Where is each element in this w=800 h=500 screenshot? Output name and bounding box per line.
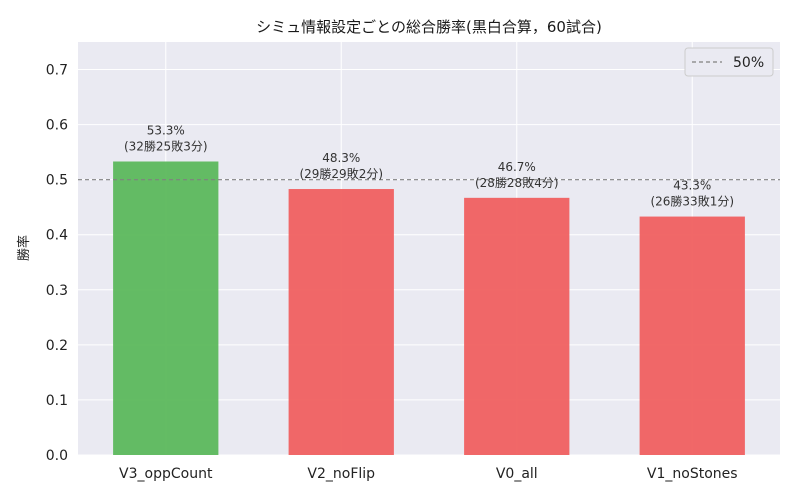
y-tick-label: 0.0: [46, 448, 68, 464]
y-axis-ticks: 0.0 0.1 0.2 0.3 0.4 0.5 0.6 0.7: [46, 63, 68, 464]
x-axis-ticks: V3_oppCount V2_noFlip V0_all V1_noStones: [119, 466, 738, 482]
bar-value-label: 53.3%: [147, 123, 185, 137]
bars: [113, 161, 745, 455]
bar-record-label: (28勝28敗4分): [475, 175, 559, 190]
bar-value-label: 48.3%: [322, 151, 360, 165]
x-tick-label: V3_oppCount: [119, 466, 213, 482]
x-tick-label: V0_all: [496, 466, 538, 482]
y-tick-label: 0.5: [46, 173, 68, 189]
bar-value-label: 46.7%: [498, 160, 536, 174]
bar-value-label: 43.3%: [673, 179, 711, 193]
bar-record-label: (26勝33敗1分): [650, 194, 734, 209]
y-tick-label: 0.3: [46, 283, 68, 299]
bar-record-label: (32勝25敗3分): [124, 138, 208, 153]
y-axis-label: 勝率: [16, 235, 32, 261]
legend: 50%: [684, 47, 774, 77]
legend-box: [684, 47, 774, 77]
legend-label: 50%: [733, 55, 764, 71]
y-tick-label: 0.7: [46, 63, 68, 79]
bar: [113, 161, 219, 455]
y-tick-label: 0.6: [46, 118, 68, 134]
bar: [464, 197, 570, 455]
y-tick-label: 0.4: [46, 228, 68, 244]
y-tick-label: 0.2: [46, 338, 68, 354]
bar: [639, 216, 745, 455]
y-tick-label: 0.1: [46, 393, 68, 409]
x-tick-label: V2_noFlip: [307, 466, 375, 482]
chart-title: シミュ情報設定ごとの総合勝率(黒白合算，60試合): [256, 18, 602, 36]
bar: [288, 189, 394, 455]
bar-record-label: (29勝29敗2分): [299, 166, 383, 181]
x-tick-label: V1_noStones: [647, 466, 738, 482]
data-labels: 53.3%(32勝25敗3分) 48.3%(29勝29敗2分) 46.7%(28勝2…: [124, 123, 734, 208]
